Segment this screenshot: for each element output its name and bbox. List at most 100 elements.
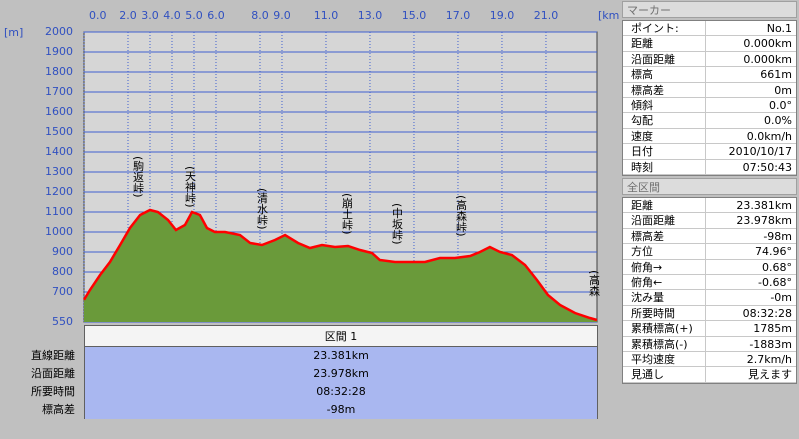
y-tick-label: 1600 <box>45 105 73 118</box>
row-label: 累積標高(-) <box>623 336 706 351</box>
row-label: ポイント: <box>623 21 706 36</box>
row-label: 標高 <box>623 67 706 82</box>
panel-row: 平均速度 2.7km/h <box>623 351 796 368</box>
x-tick-label: 4.0 <box>163 9 181 22</box>
row-value: No.1 <box>766 22 792 35</box>
row-label: 日付 <box>623 144 706 159</box>
y-tick-label: 1700 <box>45 85 73 98</box>
panel-row: 俯角→ 0.68° <box>623 259 796 275</box>
panel-row: 沿面距離 0.000km <box>623 51 796 68</box>
x-tick-label: 11.0 <box>314 9 339 22</box>
row-value: 661m <box>760 68 792 82</box>
x-tick-label: 8.0 <box>251 9 269 22</box>
section-row: 所要時間 08:32:28 <box>0 383 598 401</box>
row-value: 08:32:28 <box>742 306 792 320</box>
pass-label: (天神峠) <box>184 166 197 208</box>
panel-row: 標高 661m <box>623 67 796 83</box>
section-row: 直線距離 23.381km <box>0 347 598 365</box>
panel-row: 時刻 07:50:43 <box>623 159 796 175</box>
y-tick-label: 1800 <box>45 65 73 78</box>
row-label: 沈み量 <box>623 290 706 305</box>
y-tick-label: 1400 <box>45 145 73 158</box>
row-value: -98m <box>763 229 792 243</box>
panel-row: ポイント: No.1 <box>623 21 796 37</box>
panel-row: 所要時間 08:32:28 <box>623 305 796 322</box>
y-tick-label: 1000 <box>45 225 73 238</box>
x-tick-label: 2.0 <box>119 9 137 22</box>
y-tick-label: 2000 <box>45 25 73 38</box>
row-label: 俯角← <box>623 274 706 290</box>
x-tick-label: 21.0 <box>534 9 559 22</box>
panel-row: 傾斜 0.0° <box>623 97 796 114</box>
marker-panel: マーカー ポイント: No.1 距離 0.000km 沿面距離 0.000km 標高 661m 標… <box>622 1 797 176</box>
row-value: 23.381km <box>84 347 598 365</box>
row-value: 23.978km <box>736 214 792 228</box>
row-value: -0m <box>770 291 792 305</box>
x-tick-label: 6.0 <box>207 9 225 22</box>
y-tick-label: 1900 <box>45 45 73 58</box>
row-value: 0.0% <box>764 114 792 128</box>
section-table: 区間 1 直線距離 23.381km 沿面距離 23.978km 所要時間 08:32:28… <box>0 325 598 419</box>
y-tick-label: 1500 <box>45 125 73 138</box>
profile-line <box>82 208 598 322</box>
panel-table: 距離 23.381km 沿面距離 23.978km 標高差 -98m 方位 74.96° 俯角→… <box>622 197 797 384</box>
row-label: 所要時間 <box>31 385 75 398</box>
row-value: 0.0° <box>769 98 792 112</box>
row-label: 沿面距離 <box>623 51 706 67</box>
y-tick-label: 1100 <box>45 205 73 218</box>
row-label: 沿面距離 <box>623 213 706 228</box>
y-tick-label: 900 <box>52 245 73 258</box>
x-tick-label: 5.0 <box>185 9 203 22</box>
x-tick-label: 13.0 <box>358 9 383 22</box>
row-value: 08:32:28 <box>84 383 598 401</box>
row-label: 直線距離 <box>31 349 75 362</box>
y-tick-label: 1300 <box>45 165 73 178</box>
pass-label: (高森 <box>588 270 601 297</box>
row-label: 時刻 <box>623 159 706 174</box>
x-tick-label: 0.0 <box>89 9 107 22</box>
y-tick-label: 550 <box>52 315 73 325</box>
row-label: 距離 <box>623 198 706 213</box>
profile-area <box>84 210 597 322</box>
row-value: 23.978km <box>84 365 598 383</box>
pass-label: (駒返峠) <box>132 156 145 198</box>
row-value: 0.000km <box>743 37 792 51</box>
x-tick-label: 17.0 <box>446 9 471 22</box>
pass-label: (高森峠) <box>455 195 468 237</box>
panel-row: 勾配 0.0% <box>623 113 796 129</box>
row-label: 累積標高(+) <box>623 321 706 336</box>
x-tick-label: 9.0 <box>273 9 291 22</box>
row-label: 距離 <box>623 36 706 51</box>
x-tick-label: 15.0 <box>402 9 427 22</box>
row-label: 見通し <box>623 367 706 382</box>
panel-row: 距離 0.000km <box>623 36 796 52</box>
panel-title: 全区間 <box>622 178 797 195</box>
section-row: 沿面距離 23.978km <box>0 365 598 383</box>
panel-row: 沈み量 -0m <box>623 290 796 306</box>
row-value: -1883m <box>749 337 792 351</box>
row-value: 0m <box>774 83 792 97</box>
row-value: 2010/10/17 <box>728 145 792 159</box>
row-label: 勾配 <box>623 113 706 128</box>
row-label: 沿面距離 <box>31 367 75 380</box>
row-label: 標高差 <box>42 403 75 416</box>
x-axis-label: [km] <box>598 9 620 22</box>
row-value: 0.68° <box>762 260 792 274</box>
y-tick-label: 1200 <box>45 185 73 198</box>
row-value: 2.7km/h <box>746 352 792 366</box>
panel-row: 沿面距離 23.978km <box>623 213 796 229</box>
panel-row: 累積標高(-) -1883m <box>623 336 796 352</box>
y-tick-label: 700 <box>52 285 73 298</box>
panel-row: 見通し 見えます <box>623 367 796 383</box>
row-label: 方位 <box>623 244 706 259</box>
panel-row: 標高差 0m <box>623 82 796 98</box>
pass-label: (中坂峠) <box>391 203 404 245</box>
panel-row: 累積標高(+) 1785m <box>623 321 796 337</box>
row-label: 標高差 <box>623 82 706 97</box>
row-value: 74.96° <box>755 245 792 259</box>
panel-row: 方位 74.96° <box>623 244 796 260</box>
row-label: 速度 <box>623 128 706 144</box>
row-label: 標高差 <box>623 228 706 244</box>
row-value: 見えます <box>748 368 792 382</box>
row-label: 俯角→ <box>623 259 706 274</box>
